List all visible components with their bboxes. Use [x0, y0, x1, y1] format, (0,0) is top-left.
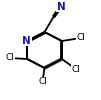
Text: N: N	[57, 2, 65, 12]
Text: Cl: Cl	[6, 54, 15, 62]
Text: Cl: Cl	[76, 34, 85, 42]
Text: N: N	[22, 36, 31, 46]
Text: Cl: Cl	[71, 64, 80, 74]
Text: Cl: Cl	[38, 78, 47, 86]
